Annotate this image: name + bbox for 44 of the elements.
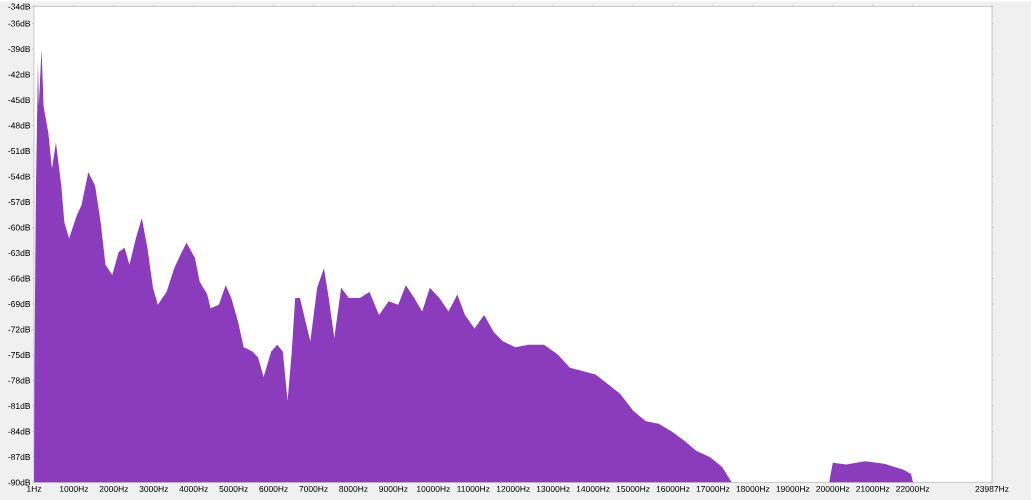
y-tick-label: -48dB bbox=[8, 122, 31, 129]
y-tick-label: -90dB bbox=[8, 479, 31, 486]
y-tick-label: -39dB bbox=[8, 45, 31, 52]
x-tick-label: 10000Hz bbox=[417, 485, 450, 492]
x-tick-label: 2000Hz bbox=[99, 485, 129, 492]
x-tick-label: 9000Hz bbox=[379, 485, 408, 492]
x-tick-label: 1000Hz bbox=[59, 485, 89, 492]
x-tick-label: 7000Hz bbox=[299, 485, 328, 492]
y-tick-label: -81dB bbox=[8, 402, 31, 409]
x-tick-label: 6000Hz bbox=[259, 485, 288, 492]
x-tick-label: 17000Hz bbox=[696, 485, 730, 492]
y-tick-label: -69dB bbox=[8, 300, 31, 307]
x-tick-label: 12000Hz bbox=[496, 485, 530, 492]
y-tick-label: -63dB bbox=[8, 249, 31, 256]
x-tick-label: 14000Hz bbox=[576, 485, 610, 492]
y-tick-label: -87dB bbox=[8, 453, 31, 460]
x-tick-label: 13000Hz bbox=[536, 485, 570, 492]
x-tick-label: 5000Hz bbox=[219, 485, 248, 492]
y-tick-label: -60dB bbox=[8, 224, 31, 231]
x-tick-label: 18000Hz bbox=[736, 485, 770, 492]
y-tick-label: -72dB bbox=[8, 326, 31, 333]
y-tick-label: -78dB bbox=[8, 377, 31, 384]
y-tick-label: -57dB bbox=[8, 198, 31, 205]
y-tick-label: -36dB bbox=[8, 20, 31, 27]
x-tick-label: 16000Hz bbox=[656, 485, 690, 492]
x-tick-label: 20000Hz bbox=[816, 485, 850, 492]
x-tick-label: 11000Hz bbox=[457, 485, 490, 492]
x-tick-label: 22000Hz bbox=[896, 485, 930, 492]
x-tick-label: 19000Hz bbox=[776, 485, 810, 492]
y-tick-label: -34dB bbox=[8, 3, 31, 10]
y-tick-label: -45dB bbox=[8, 96, 31, 103]
y-tick-label: -51dB bbox=[8, 147, 31, 154]
y-tick-label: -66dB bbox=[8, 275, 31, 282]
x-tick-label: 15000Hz bbox=[616, 485, 650, 492]
y-tick-label: -54dB bbox=[8, 173, 31, 180]
x-tick-label: 1Hz bbox=[27, 485, 42, 492]
y-tick-label: -84dB bbox=[8, 428, 31, 435]
y-tick-label: -42dB bbox=[8, 71, 31, 78]
x-tick-label: 8000Hz bbox=[339, 485, 368, 492]
x-tick-label: 3000Hz bbox=[139, 485, 168, 492]
x-tick-label: 21000Hz bbox=[856, 485, 890, 492]
x-tick-label: 4000Hz bbox=[179, 485, 208, 492]
y-tick-label: -75dB bbox=[8, 351, 31, 358]
x-tick-label: 23987Hz bbox=[975, 485, 1009, 492]
